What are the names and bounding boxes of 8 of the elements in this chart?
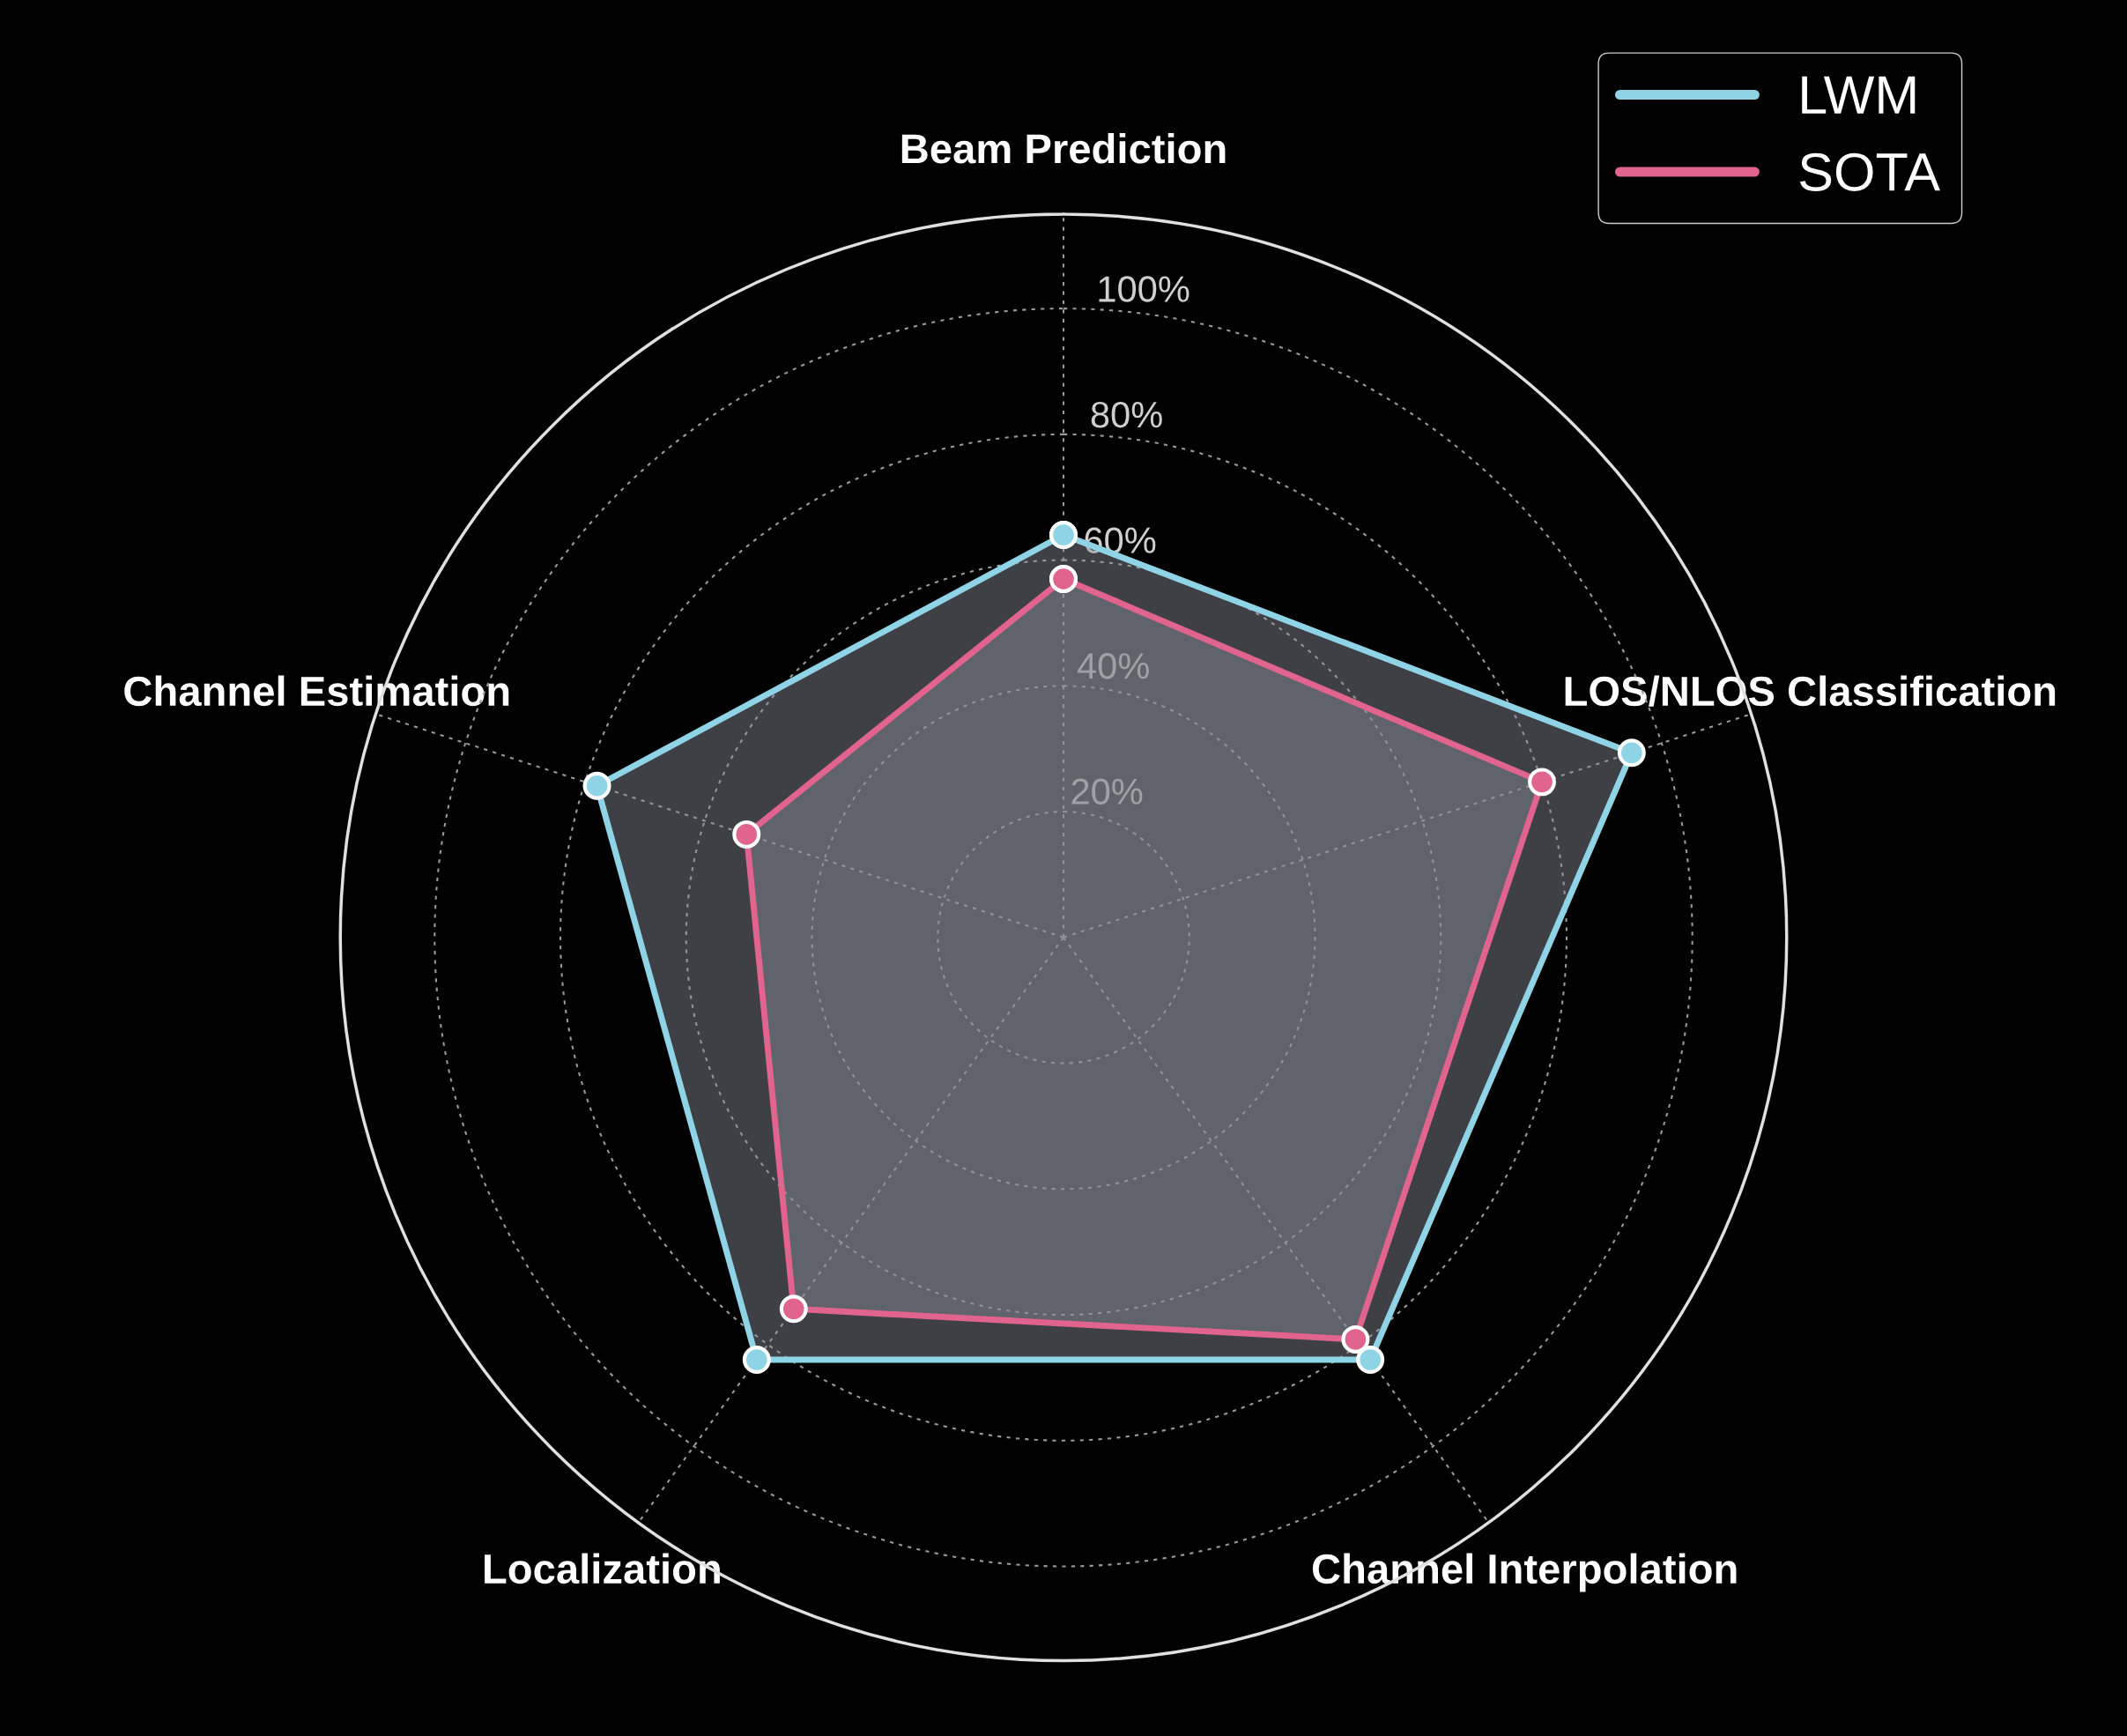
y-tick-label: 40% xyxy=(1077,652,1149,679)
y-tick-label: 20% xyxy=(1071,778,1143,805)
spoke-label: Localization xyxy=(485,1553,720,1584)
legend-label: LWM xyxy=(1802,76,1916,114)
legend-label: SOTA xyxy=(1799,152,1940,191)
spoke-label: Beam Prediction xyxy=(901,132,1226,164)
y-tick-label: 100% xyxy=(1099,276,1189,302)
y-tick-label: 80% xyxy=(1091,401,1162,428)
